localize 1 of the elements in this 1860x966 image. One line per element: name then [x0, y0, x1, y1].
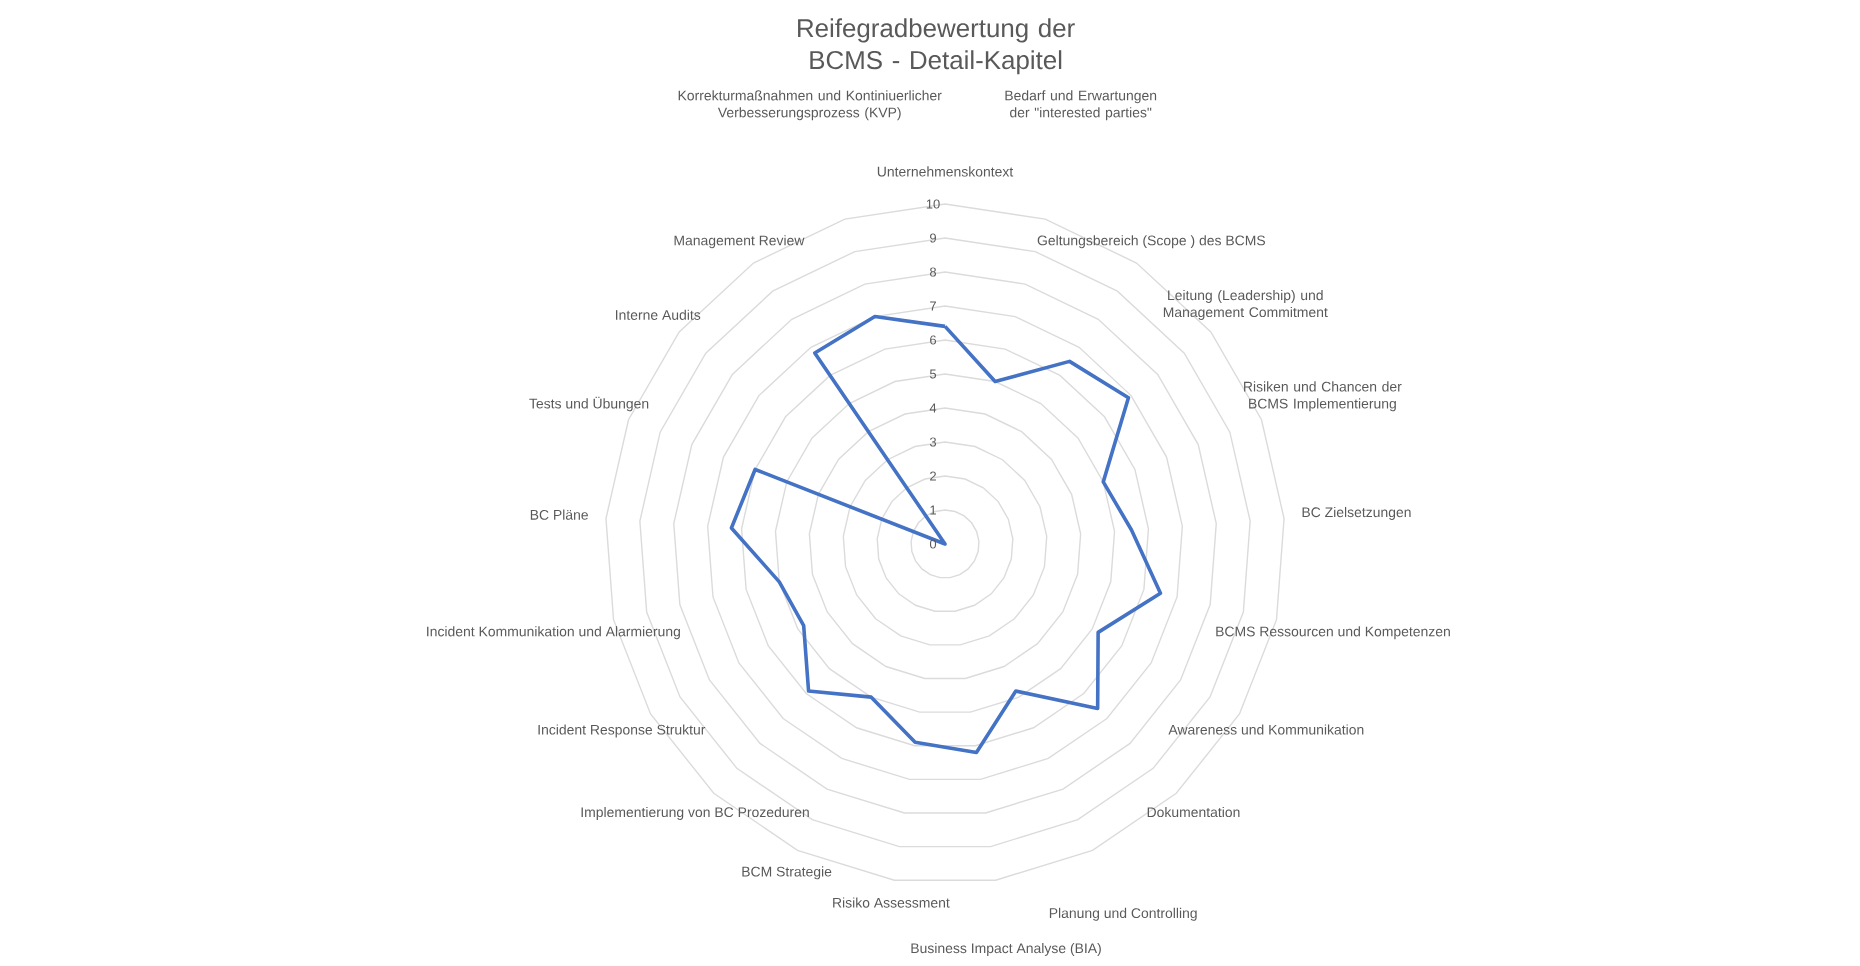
chart-title: Reifegradbewertung der BCMS - Detail-Kapitel: [798, 18, 1075, 75]
